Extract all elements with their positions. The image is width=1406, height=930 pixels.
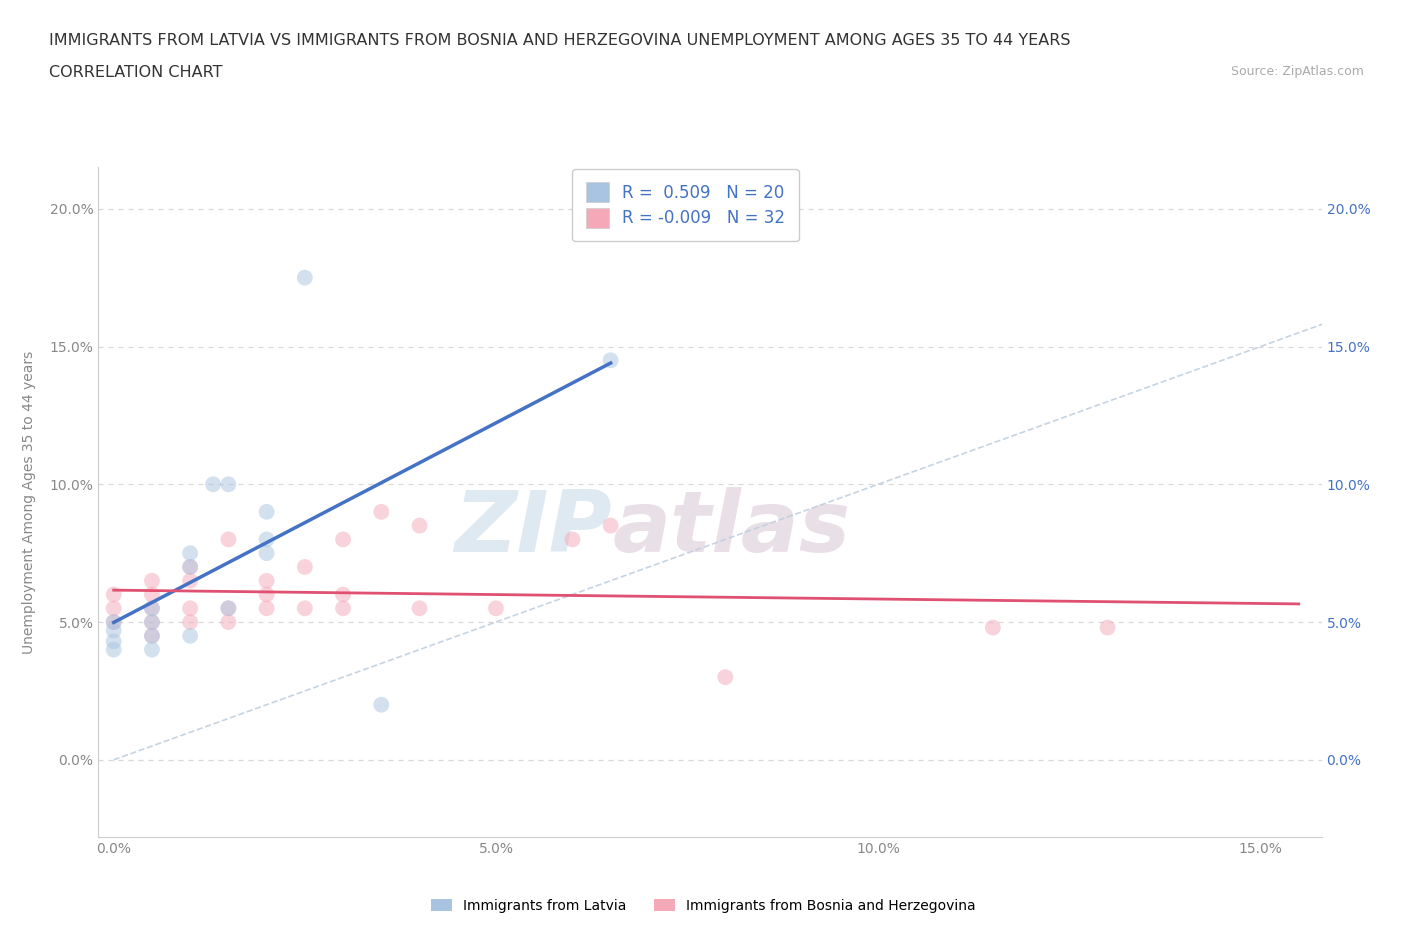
Point [179,601,201,616]
Point [217,615,239,630]
Point [256,504,278,519]
Text: IMMIGRANTS FROM LATVIA VS IMMIGRANTS FROM BOSNIA AND HERZEGOVINA UNEMPLOYMENT AM: IMMIGRANTS FROM LATVIA VS IMMIGRANTS FRO… [49,33,1071,47]
Point [256,546,278,561]
Point [141,601,163,616]
Point [981,620,1004,635]
Point [256,532,278,547]
Point [599,518,621,533]
Text: ZIP: ZIP [454,487,612,570]
Point [599,352,621,367]
Point [179,615,201,630]
Point [103,615,125,630]
Legend: Immigrants from Latvia, Immigrants from Bosnia and Herzegovina: Immigrants from Latvia, Immigrants from … [425,894,981,919]
Point [179,560,201,575]
Point [294,271,316,286]
Point [332,601,354,616]
Point [103,601,125,616]
Point [1097,620,1119,635]
Point [103,643,125,658]
Point [485,601,508,616]
Point [256,601,278,616]
Point [294,601,316,616]
Point [141,629,163,644]
Point [332,587,354,602]
Point [179,560,201,575]
Text: Source: ZipAtlas.com: Source: ZipAtlas.com [1230,65,1364,78]
Point [103,623,125,638]
Point [141,587,163,602]
Point [332,532,354,547]
Point [141,573,163,588]
Text: atlas: atlas [612,487,851,570]
Point [217,532,239,547]
Point [103,615,125,630]
Point [370,504,392,519]
Point [294,560,316,575]
Point [256,573,278,588]
Text: CORRELATION CHART: CORRELATION CHART [49,65,222,80]
Point [370,698,392,712]
Point [141,629,163,644]
Point [217,601,239,616]
Point [217,477,239,492]
Point [179,573,201,588]
Legend: R =  0.509   N = 20, R = -0.009   N = 32: R = 0.509 N = 20, R = -0.009 N = 32 [572,169,799,241]
Point [256,587,278,602]
Point [217,601,239,616]
Y-axis label: Unemployment Among Ages 35 to 44 years: Unemployment Among Ages 35 to 44 years [22,351,35,654]
Point [141,615,163,630]
Point [141,643,163,658]
Point [103,634,125,649]
Point [103,587,125,602]
Point [179,546,201,561]
Point [714,670,737,684]
Point [179,629,201,644]
Point [561,532,583,547]
Point [408,518,430,533]
Point [141,601,163,616]
Point [202,477,225,492]
Point [408,601,430,616]
Point [141,615,163,630]
